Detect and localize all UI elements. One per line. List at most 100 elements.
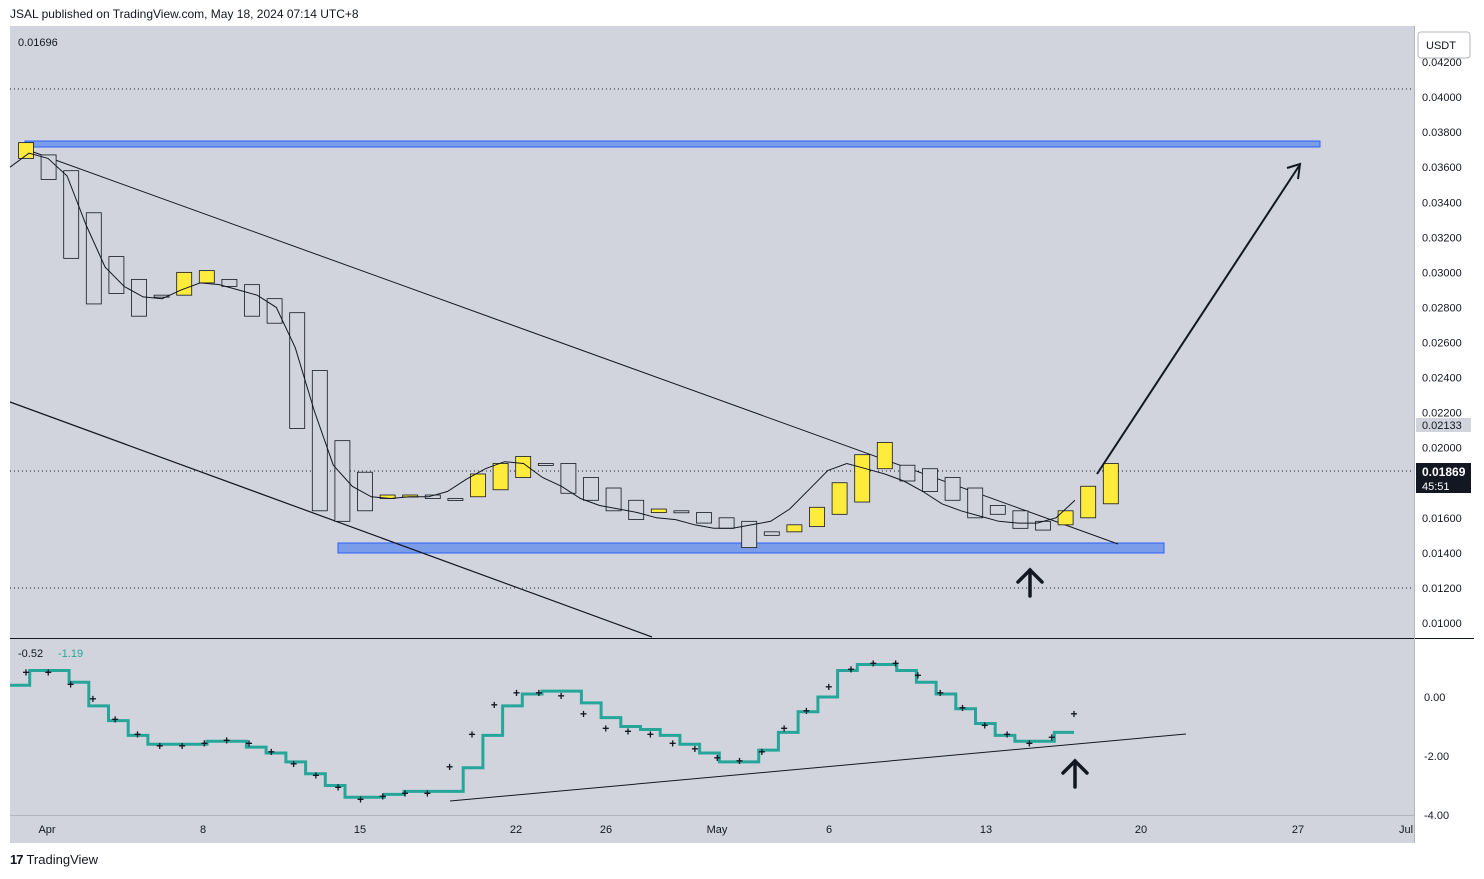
lower-channel-line[interactable] [9,401,653,638]
candle [718,517,735,529]
projection-arrowhead-icon [1286,162,1302,180]
candle [809,506,825,527]
candle [537,463,554,466]
indicator-dot: + [379,789,386,803]
indicator-dot: + [580,707,587,721]
indicator-tick: -4.00 [1424,810,1449,822]
currency-button[interactable] [1417,31,1471,59]
indicator-dot: + [1048,730,1055,744]
candle [583,477,599,501]
price-tick: 0.01200 [1422,583,1462,595]
candle [447,498,464,501]
candle [650,508,667,513]
projection-arrow[interactable] [1096,165,1300,475]
candle [176,271,193,296]
indicator-dot: + [625,724,632,738]
candle [357,471,373,512]
price-tick: 0.03000 [1422,267,1462,279]
candle [1012,510,1029,529]
indicator-pane[interactable] [10,639,1414,815]
indicator-tick: 0.00 [1424,692,1445,704]
indicator-dot: + [691,742,698,756]
indicator-dot: + [803,704,810,718]
candle [741,520,758,549]
indicator-dot: + [424,786,431,800]
candle [696,512,712,524]
time-tick: May [707,824,728,836]
footer-brand[interactable]: 17 TradingView [10,852,98,867]
candle [153,294,170,298]
candle [1080,485,1097,519]
resistance-zone[interactable] [24,140,1321,148]
publish-header: JSAL published on TradingView.com, May 1… [10,7,359,21]
candle [18,142,34,159]
indicator-dot: + [89,692,96,706]
candle [311,370,328,512]
indicator-dot: + [513,686,520,700]
indicator-dot: + [312,769,319,783]
indicator-dot: + [647,727,654,741]
indicator-dot: + [201,736,208,750]
indicator-dot: + [357,792,364,806]
candle [628,499,645,520]
time-tick-labels: Apr 8 15 22 26 May 6 13 20 27 Jul [38,824,1413,836]
indicator-dot: + [736,754,743,768]
indicator-trendline[interactable] [449,733,1187,802]
current-price-label: 0.01869 [1422,465,1466,479]
tradingview-logo-icon: 17 [10,852,24,867]
time-tick: 27 [1292,824,1304,836]
price-tick: 0.03600 [1422,162,1462,174]
indicator-dot: + [602,722,609,736]
indicator-dot: + [781,722,788,736]
candle [786,524,803,533]
indicator-dot: + [468,727,475,741]
current-price-badge[interactable] [1416,463,1471,493]
currency-label: USDT [1426,40,1456,52]
high-price-label: 0.02133 [1422,420,1462,432]
price-tick: 0.02000 [1422,443,1462,455]
indicator-value-1: -0.52 [18,648,43,660]
price-tick: 0.02800 [1422,302,1462,314]
candle [266,298,283,324]
indicator-dot: + [892,657,899,671]
time-tick: 15 [354,824,366,836]
time-tick: 20 [1135,824,1147,836]
indicator-dots: + + + + + + + + + + + + + + + + + + + + + + + + + + + + + + + + + + + + + + + +… [22,657,1077,807]
indicator-dot: + [67,677,74,691]
price-axis[interactable] [1414,26,1474,843]
price-tick: 0.02400 [1422,373,1462,385]
time-tick: 26 [600,824,612,836]
candle [40,154,57,180]
indicator-tick: -2.00 [1424,751,1449,763]
candle [831,482,848,515]
indicator-dot: + [870,657,877,671]
candle [221,278,238,287]
time-tick: Apr [38,824,55,836]
indicator-dot: + [558,689,565,703]
price-pane[interactable] [10,26,1414,638]
indicator-dot: + [1004,727,1011,741]
candle [85,212,102,305]
up-arrow-icon [1016,567,1044,598]
indicator-dot: + [758,745,765,759]
indicator-dot: + [848,663,855,677]
indicator-dot: + [45,665,52,679]
candle [967,487,984,519]
indicator-dot: + [156,739,163,753]
candle [763,531,780,536]
time-axis[interactable] [10,815,1414,843]
candle [515,456,532,478]
indicator-dot: + [335,781,342,795]
top-left-value: 0.01696 [18,37,58,49]
indicator-dot: + [223,733,230,747]
indicator-dot: + [22,665,29,679]
indicator-dot: + [179,739,186,753]
price-tick: 0.01400 [1422,548,1462,560]
indicator-dot: + [1026,736,1033,750]
indicator-dot: + [112,713,119,727]
high-price-label-bg [1416,418,1471,432]
candle [854,454,871,503]
indicator-dot: + [535,686,542,700]
candle [605,487,622,512]
